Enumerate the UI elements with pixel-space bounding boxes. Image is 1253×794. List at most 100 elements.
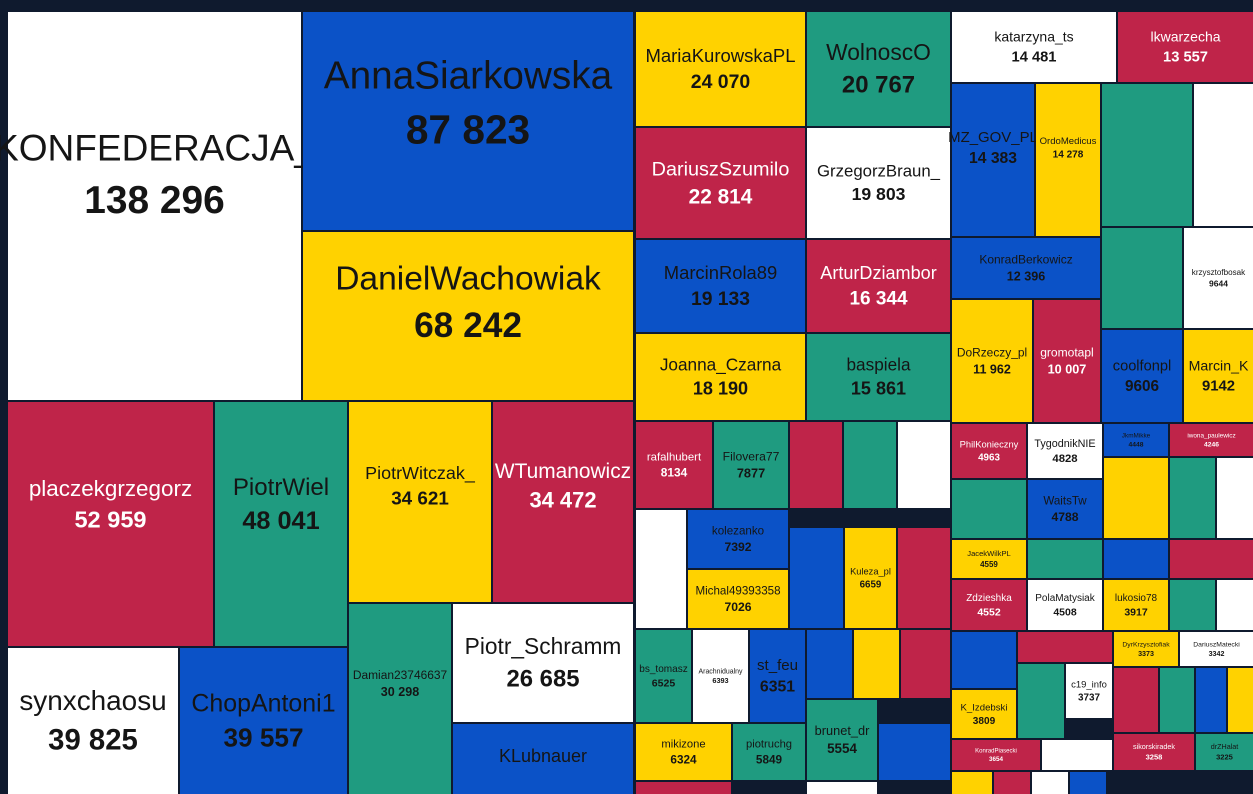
tile-label: MariaKurowskaPL [645, 45, 795, 66]
tile [1104, 540, 1168, 578]
tile [790, 422, 842, 508]
tile-label: brunet_dr [815, 723, 870, 738]
value-label: 30 298 [381, 685, 419, 699]
value-label: 16 344 [849, 289, 907, 310]
tile-label: Zdzieshka [966, 593, 1012, 604]
tile [1170, 424, 1253, 456]
tile-label: KONFEDERACJA_ [0, 127, 315, 169]
tile-label: WTumanowicz [495, 460, 631, 483]
value-label: 87 823 [406, 106, 530, 152]
tile [1114, 668, 1158, 732]
tile-label: PiotrWitczak_ [365, 463, 476, 484]
tile [733, 724, 805, 780]
tile-label: JkmMikke [1122, 433, 1151, 440]
tile [714, 422, 788, 508]
value-label: 20 767 [842, 71, 915, 98]
tile [636, 510, 686, 628]
tile [1032, 772, 1068, 794]
value-label: 3258 [1146, 752, 1163, 761]
tile [1102, 84, 1192, 226]
tile [750, 630, 805, 722]
tile-label: lkwarzecha [1150, 29, 1220, 45]
tile-label: AnnaSiarkowska [324, 55, 613, 98]
tile [901, 630, 950, 698]
value-label: 14 278 [1053, 150, 1084, 161]
tile [844, 422, 896, 508]
tile-label: bs_tomasz [639, 664, 687, 675]
tile-label: WaitsTw [1043, 495, 1087, 508]
tile-label: baspiela [846, 354, 910, 374]
tile-label: Marcin_K [1189, 359, 1249, 375]
value-label: 138 296 [84, 179, 224, 222]
tile [1102, 330, 1182, 422]
tile-label: K_Izdebski [961, 702, 1008, 713]
tile [807, 12, 950, 126]
tile-label: Arachnidualny [699, 668, 743, 675]
tile-label: gromotapl [1040, 345, 1094, 359]
tile [1066, 664, 1112, 718]
tile [349, 604, 451, 794]
tile-label: DoRzeczy_pl [957, 345, 1027, 359]
tile-label: KonradBerkowicz [979, 252, 1072, 266]
value-label: 68 242 [414, 306, 522, 345]
tile [1160, 668, 1194, 732]
value-label: 6393 [712, 676, 728, 685]
tile [1070, 772, 1106, 794]
tile [952, 480, 1026, 538]
tile [1028, 540, 1102, 578]
value-label: 3917 [1124, 606, 1148, 618]
tile-label: sikorskiradek [1133, 742, 1175, 751]
value-label: 3225 [1216, 752, 1233, 761]
tile-label: DyrKrzysztofiak [1122, 641, 1170, 648]
value-label: 26 685 [506, 665, 579, 692]
tile [8, 402, 213, 646]
tile [1028, 480, 1102, 538]
value-label: 15 861 [851, 379, 906, 399]
tile [1184, 228, 1253, 328]
value-label: 14 481 [1012, 49, 1057, 65]
tile [453, 604, 633, 722]
tile-label: synxchaosu [19, 685, 166, 716]
tile [952, 540, 1026, 578]
value-label: 3373 [1138, 650, 1154, 658]
value-label: 4246 [1204, 442, 1219, 449]
tile [952, 690, 1016, 738]
tile [180, 648, 347, 794]
tile-label: kolezanko [712, 525, 764, 538]
tile [8, 648, 178, 794]
tile [952, 580, 1026, 630]
tile [1170, 540, 1253, 578]
value-label: 5554 [827, 741, 857, 756]
tile-label: OrdoMedicus [1040, 136, 1097, 147]
tile-label: piotruchg [746, 739, 792, 751]
tile [636, 724, 731, 780]
tile [453, 724, 633, 794]
tile [898, 422, 950, 508]
tile-label: rafalhubert [647, 452, 702, 464]
tile [688, 570, 788, 628]
value-label: 4448 [1129, 442, 1144, 449]
tile-label: DariuszMatecki [1193, 641, 1240, 648]
tile-label: mikizone [661, 739, 705, 751]
tile [1104, 424, 1168, 456]
value-label: 4963 [978, 453, 1000, 464]
tile [303, 12, 633, 230]
value-label: 7026 [724, 600, 751, 614]
value-label: 7392 [724, 540, 751, 554]
value-label: 22 814 [689, 185, 753, 208]
tile [1036, 84, 1100, 236]
tile [1018, 632, 1112, 662]
tile [1028, 424, 1102, 478]
tile-label: Damian23746637 [353, 668, 448, 682]
tile [1114, 734, 1194, 770]
tile-label: ChopAntoni1 [191, 689, 335, 717]
tile [1194, 84, 1253, 226]
tile-label: iwona_paulewicz [1187, 433, 1235, 440]
tile [636, 782, 731, 794]
tile-label: Joanna_Czarna [660, 354, 782, 374]
value-label: 18 190 [693, 379, 748, 399]
value-label: 3342 [1209, 650, 1225, 658]
tile-label: Michal49393358 [695, 585, 780, 598]
tile-label: KonradPiasecki [975, 749, 1017, 755]
tile [952, 300, 1032, 422]
